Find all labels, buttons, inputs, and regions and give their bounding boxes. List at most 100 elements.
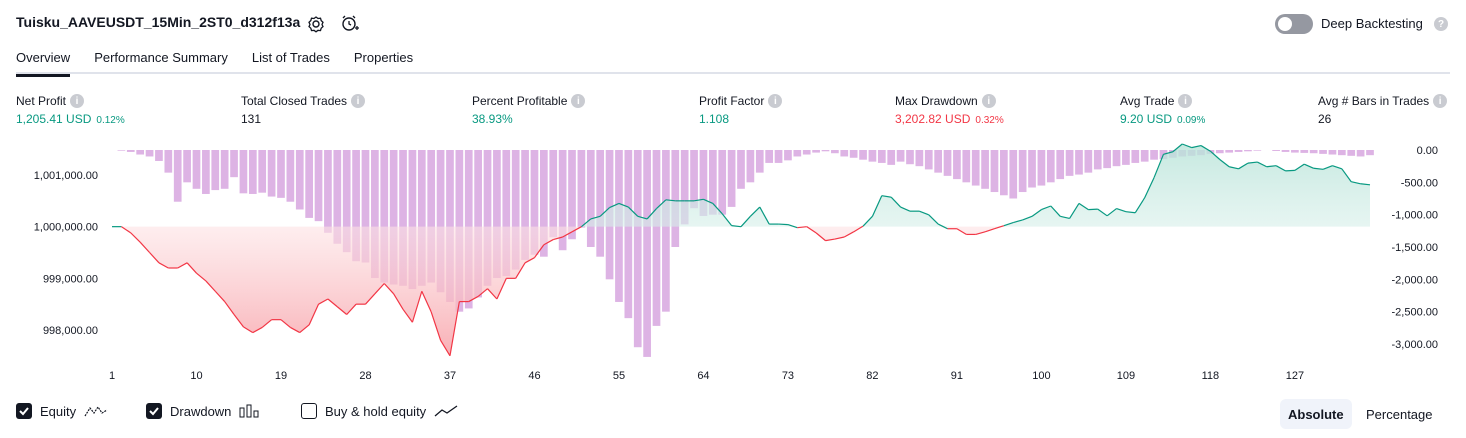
equity-line-segment <box>975 231 986 235</box>
help-icon[interactable]: i <box>768 94 783 108</box>
equity-line-segment <box>1229 166 1239 170</box>
drawdown-bar <box>399 150 407 286</box>
metric-percent: 0.12% <box>96 115 125 126</box>
equity-line-segment <box>1332 165 1343 170</box>
drawdown-bar <box>173 150 182 202</box>
equity-checkbox[interactable] <box>16 403 32 419</box>
equity-line-segment <box>740 215 751 228</box>
equity-line-segment <box>308 303 320 326</box>
bar-chart-icon <box>239 404 259 418</box>
equity-line-segment <box>374 283 385 295</box>
drawdown-bar <box>117 150 126 151</box>
drawdown-bar <box>136 150 145 155</box>
absolute-toggle[interactable]: Absolute <box>1280 399 1352 429</box>
drawdown-bar <box>530 150 539 255</box>
legend-equity[interactable]: Equity <box>16 403 108 419</box>
drawdown-bar <box>1093 150 1102 170</box>
left-axis-tick: 1,001,000.00 <box>34 170 98 182</box>
help-icon[interactable]: i <box>1178 94 1193 108</box>
drawdown-bar <box>1075 150 1083 175</box>
x-axis-tick: 46 <box>528 370 540 382</box>
metric-value: 1.108 <box>699 112 730 126</box>
drawdown-bar <box>248 150 257 194</box>
drawdown-bar <box>568 150 576 240</box>
tab-performance-summary[interactable]: Performance Summary <box>94 50 228 65</box>
equity-line-segment <box>130 232 141 243</box>
drawdown-bar <box>1347 150 1356 156</box>
percentage-toggle[interactable]: Percentage <box>1366 406 1433 422</box>
drawdown-bar <box>1328 150 1337 155</box>
drawdown-bar <box>643 150 651 357</box>
drawdown-bar <box>342 150 351 253</box>
equity-line-segment <box>599 207 610 217</box>
help-icon[interactable]: i <box>571 94 586 108</box>
metric-profit-factor: Profit Factor i 1.108 <box>699 94 783 126</box>
equity-line-segment <box>1003 221 1014 227</box>
equity-line-segment <box>421 291 432 313</box>
help-icon[interactable]: i <box>351 94 366 108</box>
equity-line-segment <box>487 288 498 300</box>
x-axis-tick: 73 <box>782 370 794 382</box>
tab-bar: Overview Performance Summary List of Tra… <box>16 47 437 77</box>
tab-properties[interactable]: Properties <box>353 50 414 65</box>
drawdown-bar <box>840 150 849 157</box>
drawdown-bar <box>671 150 680 247</box>
help-icon[interactable]: i <box>70 94 85 108</box>
help-icon[interactable]: i <box>981 94 996 108</box>
drawdown-bar <box>708 150 717 215</box>
right-axis-tick: -1,000.00 <box>1392 210 1438 222</box>
deep-backtesting-toggle[interactable] <box>1275 14 1313 34</box>
legend-drawdown[interactable]: Drawdown <box>146 403 261 419</box>
equity-line-segment <box>825 238 835 242</box>
metric-value: 9.20 USD <box>1120 112 1173 126</box>
equity-line-segment <box>1013 219 1023 224</box>
drawdown-bar <box>314 150 323 222</box>
equity-line-segment <box>1031 209 1042 217</box>
equity-line-segment <box>336 306 348 315</box>
equity-drawdown-chart[interactable]: 1,001,000.00 1,000,000.00 999,000.00 998,00… <box>0 140 1466 395</box>
drawdown-checkbox[interactable] <box>146 403 162 419</box>
equity-line-segment <box>618 202 629 208</box>
drawdown-bar <box>371 150 379 279</box>
metric-value: 38.93% <box>472 112 513 126</box>
equity-line-segment <box>1247 161 1258 164</box>
alarm-clock-plus-icon[interactable] <box>340 14 360 34</box>
metric-net-profit: Net Profit i 1,205.41 USD 0.12% <box>16 94 125 126</box>
drawdown-bar <box>934 150 942 173</box>
drawdown-bar <box>990 150 999 193</box>
equity-line-segment <box>158 262 169 269</box>
equity-line-segment <box>280 319 291 328</box>
equity-line-segment <box>562 231 573 238</box>
x-axis-tick: 19 <box>275 370 287 382</box>
drawdown-bar <box>521 150 529 260</box>
tab-overview[interactable]: Overview <box>16 47 71 77</box>
equity-line-segment <box>1116 208 1127 213</box>
gear-icon-glyph <box>308 16 324 33</box>
equity-line-segment <box>205 280 216 292</box>
drawdown-bar <box>324 150 332 233</box>
drawdown-bar <box>389 150 398 285</box>
equity-line-segment <box>1341 168 1352 183</box>
equity-line-segment <box>815 232 826 242</box>
help-icon[interactable]: i <box>1433 94 1448 108</box>
drawdown-bar <box>1046 150 1055 183</box>
legend-buy-hold[interactable]: Buy & hold equity <box>301 403 458 419</box>
buy-hold-checkbox[interactable] <box>301 403 317 419</box>
equity-line-segment <box>121 226 132 234</box>
drawdown-bar <box>1366 150 1374 156</box>
alarm-clock-glyph <box>342 15 359 31</box>
equity-line-segment <box>862 215 873 227</box>
drawdown-bar <box>924 150 933 170</box>
equity-line-segment <box>787 224 798 229</box>
drawdown-bar <box>896 150 905 162</box>
equity-line-segment <box>937 223 948 230</box>
equity-line-segment <box>712 203 723 215</box>
equity-line-segment <box>1294 163 1305 171</box>
drawdown-bar <box>652 150 661 326</box>
equity-line-segment <box>327 298 338 308</box>
gear-icon[interactable] <box>306 14 326 34</box>
metric-max-drawdown: Max Drawdown i 3,202.82 USD 0.32% <box>895 94 1004 126</box>
equity-line-segment <box>1088 208 1098 211</box>
deep-backtesting-help-icon[interactable]: ? <box>1434 17 1448 31</box>
tab-list-of-trades[interactable]: List of Trades <box>251 50 330 65</box>
